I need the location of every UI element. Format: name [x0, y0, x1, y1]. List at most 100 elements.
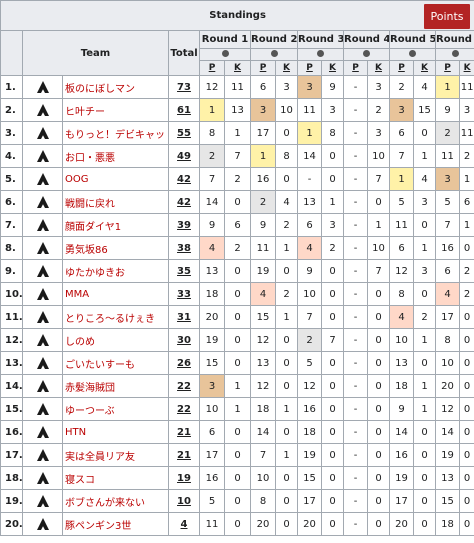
team-link[interactable]: HTN: [65, 426, 87, 438]
kills-header[interactable]: K: [275, 60, 298, 76]
table-row: 16. HTN 21 6 0 14 0 18 0-0 14 0 14 0: [0, 420, 474, 444]
kills-header[interactable]: K: [413, 60, 436, 76]
placement-cell: 19: [297, 443, 322, 467]
team-link[interactable]: 戦闘に戻れ: [65, 198, 115, 210]
placement-cell: 2: [389, 75, 414, 99]
placement-header[interactable]: P: [435, 60, 460, 76]
rank-cell: 13.: [0, 351, 23, 375]
kills-header[interactable]: K: [224, 60, 251, 76]
placement-header[interactable]: P: [297, 60, 322, 76]
team-link[interactable]: ボブさんが来ない: [65, 497, 145, 509]
placement-cell: 14: [199, 190, 225, 214]
team-link[interactable]: 実は全員リア友: [65, 451, 135, 463]
team-logo-cell: [22, 98, 63, 122]
points-button[interactable]: Points: [424, 4, 470, 29]
placement-cell: 11: [435, 144, 460, 168]
kills-header[interactable]: K: [458, 60, 474, 76]
rank-cell: 1.: [0, 75, 23, 99]
placement-header[interactable]: P: [199, 60, 225, 76]
kills-cell: 0: [458, 420, 474, 444]
kills-header[interactable]: K: [321, 60, 344, 76]
team-link[interactable]: 豚ペンギン3世: [65, 520, 132, 532]
info-icon[interactable]: [317, 50, 324, 57]
standings-title: Standings: [209, 10, 266, 21]
total-cell: 73: [168, 75, 200, 99]
team-logo-cell: [22, 121, 63, 145]
team-link[interactable]: ゆーつーぶ: [65, 405, 115, 417]
total-cell: 31: [168, 305, 200, 329]
placement-cell: 14: [297, 144, 322, 168]
info-icon[interactable]: [409, 50, 416, 57]
team-link[interactable]: お口・悪悪: [65, 152, 115, 164]
table-title: Standings: [0, 0, 474, 31]
total-cell: 42: [168, 190, 200, 214]
team-link[interactable]: もりっと！デビキャット: [65, 129, 169, 141]
placement-cell: 1: [250, 144, 276, 168]
round-header-6: Round 6: [434, 30, 474, 49]
team-link[interactable]: とりころ～るけぇき: [65, 313, 155, 325]
round-info-6[interactable]: [434, 48, 474, 61]
info-icon[interactable]: [270, 50, 278, 57]
kills-cell: 2: [224, 167, 251, 191]
team-link[interactable]: 板のにぼしマン: [65, 83, 135, 95]
placement-cell: 14: [250, 420, 276, 444]
team-link[interactable]: 寝スコ: [65, 474, 95, 486]
team-logo-cell: [22, 351, 63, 375]
kills-cell: 0: [458, 489, 474, 513]
game-logo-icon: [36, 219, 49, 231]
team-link[interactable]: ヒ叶チー: [65, 106, 105, 118]
placement-cell: 19: [389, 466, 414, 490]
placement-header[interactable]: P: [343, 60, 368, 76]
kills-cell: 1: [275, 397, 298, 421]
points-button-label: Points: [430, 10, 464, 23]
placement-cell: 5: [435, 190, 460, 214]
info-icon[interactable]: [363, 50, 370, 57]
team-link[interactable]: しのめ: [65, 336, 95, 348]
kills-cell: 0: [367, 282, 390, 306]
team-link[interactable]: 顔面ダイヤ1: [65, 221, 122, 233]
placement-header[interactable]: P: [250, 60, 276, 76]
table-row: 20. 豚ペンギン3世 4 11 0 20 0 20 0-0 20 0 18 0: [0, 512, 474, 536]
kills-cell: 0: [458, 466, 474, 490]
round-header-3: Round 3: [297, 30, 344, 49]
placement-cell: 9: [297, 259, 322, 283]
placement-cell: 10: [250, 466, 276, 490]
team-link[interactable]: ゆたかゆきお: [65, 267, 125, 279]
round-info-5[interactable]: [389, 48, 436, 61]
round-label-2: Round 2: [251, 34, 298, 45]
kills-cell: 9: [321, 75, 344, 99]
placement-header[interactable]: P: [389, 60, 414, 76]
game-logo-icon: [36, 518, 49, 530]
placement-cell: 5: [389, 190, 414, 214]
placement-cell: 7: [389, 144, 414, 168]
placement-cell: 9: [199, 213, 225, 237]
total-cell: 30: [168, 328, 200, 352]
round-header-1: Round 1: [199, 30, 251, 49]
info-icon[interactable]: [451, 50, 459, 57]
round-info-1[interactable]: [199, 48, 251, 61]
round-info-2[interactable]: [250, 48, 298, 61]
kills-cell: 3: [413, 259, 436, 283]
game-logo-icon: [36, 449, 49, 461]
round-info-4[interactable]: [343, 48, 390, 61]
placement-cell: 8: [199, 121, 225, 145]
placement-cell: 13: [250, 351, 276, 375]
rank-cell: 6.: [0, 190, 23, 214]
team-name-cell: 豚ペンギン3世: [62, 512, 169, 536]
rank-header: [0, 30, 23, 76]
team-link[interactable]: 勇気坂86: [65, 244, 108, 256]
team-logo-cell: [22, 397, 63, 421]
team-link[interactable]: MMA: [65, 288, 90, 300]
team-link[interactable]: 赤髪海賊団: [65, 382, 115, 394]
kills-header[interactable]: K: [367, 60, 390, 76]
placement-cell: 19: [435, 443, 460, 467]
info-icon[interactable]: [221, 50, 229, 57]
kills-cell: 8: [321, 121, 344, 145]
placement-cell: -: [343, 512, 368, 536]
round-info-3[interactable]: [297, 48, 344, 61]
rank-cell: 8.: [0, 236, 23, 260]
placement-cell: 7: [199, 167, 225, 191]
team-link[interactable]: OOG: [65, 173, 89, 185]
team-link[interactable]: ごいたいすーも: [65, 359, 135, 371]
team-name-cell: お口・悪悪: [62, 144, 169, 168]
